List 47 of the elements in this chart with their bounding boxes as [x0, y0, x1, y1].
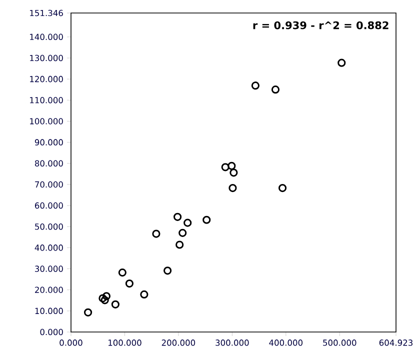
- y-tick-label: 140.000: [30, 34, 63, 40]
- y-tick-label: 130.000: [30, 54, 63, 62]
- x-tick-label: 500.000: [323, 340, 356, 346]
- x-tick-label: 300.000: [216, 340, 249, 346]
- point: [271, 86, 280, 94]
- point: [84, 308, 92, 316]
- point: [178, 228, 187, 237]
- point: [125, 279, 134, 288]
- point: [140, 290, 148, 299]
- y-tick-label: 30.000: [35, 266, 63, 272]
- y-tick-label: 90.000: [34, 139, 63, 146]
- y-tick-label: 0.000: [40, 328, 63, 336]
- annotation: r = 0.939 - r^2 = 0.882: [253, 21, 388, 30]
- point: [100, 296, 109, 304]
- point: [111, 300, 120, 308]
- point: [278, 184, 287, 192]
- x-tick-label: 100.000: [108, 340, 142, 346]
- y-tick-label: 20.000: [35, 286, 63, 293]
- point: [228, 184, 237, 192]
- y-tick-label: 70.000: [35, 181, 63, 188]
- point: [228, 162, 236, 170]
- x-tick-label: 0.000: [60, 340, 82, 346]
- y-tick-label: 110.000: [30, 97, 63, 104]
- y-tick-label: 10.000: [35, 308, 63, 314]
- point: [338, 58, 346, 67]
- point: [173, 212, 182, 221]
- y-tick-label: 80.000: [34, 160, 63, 167]
- point: [98, 294, 107, 302]
- y-tick-label: 120.000: [30, 76, 63, 82]
- y-tick-label: 50.000: [35, 223, 63, 230]
- y-tick-label: 100.000: [30, 118, 63, 124]
- y-tick-label: 40.000: [34, 244, 63, 251]
- point: [118, 268, 126, 277]
- point: [221, 163, 230, 172]
- point: [184, 218, 192, 227]
- x-tick-label: 400.000: [269, 340, 302, 346]
- x-tick-label: 200.000: [162, 340, 196, 346]
- point: [251, 82, 260, 90]
- point: [164, 266, 172, 275]
- point: [230, 168, 238, 177]
- point: [176, 240, 184, 249]
- point: [152, 230, 160, 238]
- y-tick-label: 60.000: [35, 202, 63, 209]
- point: [202, 216, 211, 224]
- point: [102, 292, 111, 300]
- y-tick-label: 151.346: [30, 10, 63, 16]
- x-tick-label: 604.923: [379, 340, 412, 346]
